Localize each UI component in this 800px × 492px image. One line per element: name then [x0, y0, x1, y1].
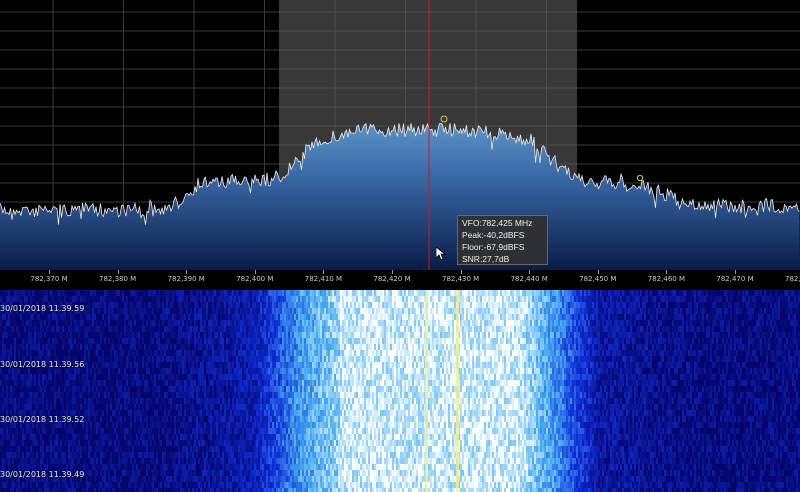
- axis-tick-label: 782,440 M: [510, 275, 548, 283]
- waterfall-timestamp: 30/01/2018 11.39.52: [0, 415, 85, 424]
- axis-tick: [529, 270, 531, 274]
- waterfall-timestamp: 30/01/2018 11.39.59: [0, 304, 85, 313]
- tooltip-floor: Floor:-67,9dBFS: [462, 242, 525, 252]
- axis-tick: [117, 270, 119, 274]
- axis-tick: [323, 270, 325, 274]
- axis-tick: [392, 270, 393, 274]
- waterfall-display[interactable]: [0, 290, 800, 492]
- axis-tick: [735, 270, 736, 274]
- axis-tick: [597, 270, 599, 274]
- waterfall-timestamp: 30/01/2018 11.39.56: [0, 360, 85, 369]
- secondary-marker: [636, 174, 644, 182]
- waterfall-carrier-streak: [456, 290, 459, 492]
- waterfall-carrier-streak: [425, 290, 428, 492]
- spectrum-plot[interactable]: [0, 0, 800, 270]
- axis-tick-label: 782,480 M: [784, 275, 800, 283]
- spectrum-fill: [0, 123, 800, 270]
- axis-tick-label: 782,420 M: [373, 275, 411, 283]
- axis-tick: [49, 270, 50, 274]
- peak-marker: [440, 115, 448, 123]
- tooltip-peak: Peak:-40,2dBFS: [462, 230, 525, 240]
- axis-tick-label: 782,450 M: [579, 275, 617, 283]
- axis-tick-label: 782,430 M: [441, 275, 480, 283]
- axis-tick-label: 782,370 M: [30, 275, 68, 283]
- frequency-axis: 782,370 M 782,380 M 782,390 M 782,400 M 782,…: [0, 270, 800, 290]
- tooltip-vfo: VFO:782,425 MHz: [462, 218, 533, 228]
- axis-tick: [666, 270, 668, 274]
- vfo-tooltip: VFO:782,425 MHz Peak:-40,2dBFS Floor:-67…: [457, 215, 548, 265]
- axis-tick-label: 782,460 M: [647, 275, 685, 283]
- axis-tick-label: 782,410 M: [304, 275, 342, 283]
- mouse-pointer-icon: [436, 247, 446, 261]
- axis-tick: [460, 270, 462, 274]
- tooltip-snr: SNR:27,7dB: [462, 254, 510, 264]
- spectrum-trace: [0, 122, 800, 225]
- axis-tick-label: 782,390 M: [167, 275, 205, 283]
- waterfall-timestamp: 30/01/2018 11.39.49: [0, 470, 85, 479]
- axis-tick-label: 782,470 M: [716, 275, 754, 283]
- axis-tick-label: 782,380 M: [98, 275, 137, 283]
- axis-tick: [186, 270, 188, 274]
- axis-tick-label: 782,400 M: [236, 275, 274, 283]
- axis-tick: [254, 270, 256, 274]
